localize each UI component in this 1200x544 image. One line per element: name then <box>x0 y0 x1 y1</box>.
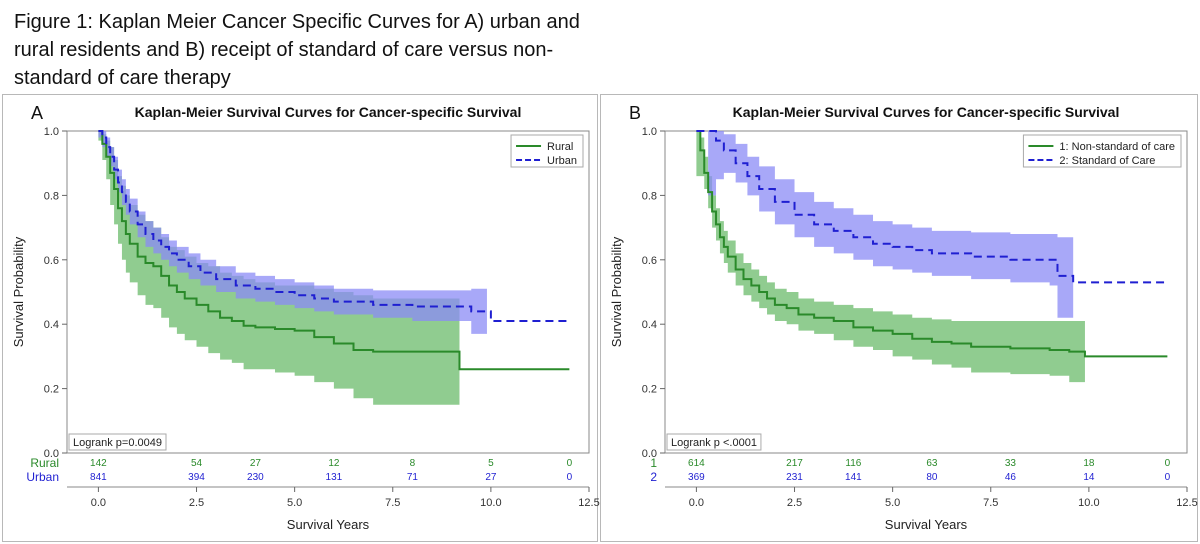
legend-label-2: 2: Standard of Care <box>1059 155 1155 167</box>
x-tick-label: 7.5 <box>983 497 998 509</box>
legend-box <box>510 134 584 168</box>
legend-label-2: Urban <box>547 155 577 167</box>
at-risk-count: 141 <box>845 472 862 483</box>
survival-curve-1 <box>98 130 570 371</box>
y-tick-label: 0.4 <box>642 319 657 331</box>
at-risk-count: 71 <box>407 472 419 483</box>
at-risk-row-label: 2 <box>650 470 657 484</box>
panel-b: B Kaplan-Meier Survival Curves for Cancer… <box>600 94 1198 542</box>
at-risk-count: 116 <box>845 458 861 469</box>
x-tick-label: 7.5 <box>385 497 400 509</box>
logrank-box <box>666 433 762 451</box>
legend-box <box>1022 134 1182 168</box>
x-tick-label: 10.0 <box>480 497 501 509</box>
legend: 1: Non-standard of care 2: Standard of Ca… <box>1022 134 1182 168</box>
km-chart-b: B Kaplan-Meier Survival Curves for Cancer… <box>609 103 1198 532</box>
x-axis-label: Survival Years <box>287 517 370 532</box>
confidence-bands <box>696 131 1085 383</box>
at-risk-count: 0 <box>1165 472 1171 483</box>
y-tick-label: 0.4 <box>44 319 59 331</box>
confidence-band-2 <box>696 131 1074 318</box>
at-risk-count: 27 <box>485 472 497 483</box>
panel-a: A Kaplan-Meier Survival Curves for Cancer… <box>2 94 600 542</box>
at-risk-count: 231 <box>786 472 803 483</box>
at-risk-count: 614 <box>688 458 705 469</box>
at-risk-count: 0 <box>567 472 573 483</box>
at-risk-row-label: 1 <box>650 456 657 470</box>
logrank-text: Logrank p <.0001 <box>671 437 757 449</box>
km-chart-a: A Kaplan-Meier Survival Curves for Cancer… <box>11 103 600 532</box>
confidence-band-1 <box>98 131 460 405</box>
at-risk-count: 131 <box>326 472 343 483</box>
logrank-annotation: Logrank p <.0001 <box>666 433 762 451</box>
at-risk-count: 5 <box>488 458 494 469</box>
y-tick-label: 0.6 <box>44 255 59 267</box>
at-risk-count: 394 <box>188 472 205 483</box>
logrank-text: Logrank p=0.0049 <box>73 437 162 449</box>
at-risk-count: 0 <box>1165 458 1171 469</box>
at-risk-count: 54 <box>191 458 203 469</box>
legend-label-1: Rural <box>547 141 573 153</box>
x-axis-label: Survival Years <box>885 517 968 532</box>
survival-curve-2 <box>98 130 570 322</box>
y-tick-label: 1.0 <box>44 126 59 138</box>
at-risk-count: 18 <box>1083 458 1095 469</box>
at-risk-count: 33 <box>1005 458 1017 469</box>
at-risk-row-label: Urban <box>26 470 59 484</box>
x-tick-label: 10.0 <box>1078 497 1099 509</box>
at-risk-count: 230 <box>247 472 264 483</box>
x-tick-label: 12.5 <box>578 497 599 509</box>
y-axis-label: Survival Probability <box>609 236 624 347</box>
y-tick-label: 0.6 <box>642 255 657 267</box>
at-risk-count: 841 <box>90 472 107 483</box>
at-risk-row-label: Rural <box>30 456 59 470</box>
at-risk-count: 14 <box>1083 472 1095 483</box>
at-risk-count: 12 <box>328 458 340 469</box>
x-tick-label: 2.5 <box>787 497 802 509</box>
at-risk-count: 217 <box>786 458 803 469</box>
x-tick-label: 5.0 <box>885 497 900 509</box>
at-risk-count: 0 <box>567 458 573 469</box>
survival-curve-1 <box>696 130 1168 358</box>
chart-title: Kaplan-Meier Survival Curves for Cancer-… <box>733 104 1120 120</box>
legend: Rural Urban <box>510 134 584 168</box>
panel-letter: B <box>629 103 641 123</box>
at-risk-count: 8 <box>410 458 416 469</box>
logrank-annotation: Logrank p=0.0049 <box>68 433 167 451</box>
confidence-band-1 <box>696 131 1085 383</box>
x-tick-label: 2.5 <box>189 497 204 509</box>
survival-curve-2 <box>696 130 1168 284</box>
y-tick-label: 0.8 <box>44 190 59 202</box>
at-risk-count: 142 <box>90 458 107 469</box>
x-tick-label: 0.0 <box>689 497 704 509</box>
confidence-band-2 <box>98 131 487 334</box>
y-tick-label: 0.8 <box>642 190 657 202</box>
at-risk-count: 80 <box>926 472 938 483</box>
panel-letter: A <box>31 103 43 123</box>
figure-title: Figure 1: Kaplan Meier Cancer Specific C… <box>14 11 580 89</box>
x-tick-label: 0.0 <box>91 497 106 509</box>
at-risk-count: 63 <box>926 458 938 469</box>
y-axis-label: Survival Probability <box>11 236 26 347</box>
legend-label-1: 1: Non-standard of care <box>1059 141 1175 153</box>
y-tick-label: 0.0 <box>44 448 59 460</box>
y-tick-label: 0.2 <box>44 384 59 396</box>
at-risk-count: 369 <box>688 472 705 483</box>
x-tick-label: 5.0 <box>287 497 302 509</box>
y-tick-label: 1.0 <box>642 126 657 138</box>
y-tick-label: 0.2 <box>642 384 657 396</box>
x-tick-label: 12.5 <box>1176 497 1197 509</box>
at-risk-count: 27 <box>250 458 262 469</box>
logrank-box <box>68 433 167 451</box>
chart-title: Kaplan-Meier Survival Curves for Cancer-… <box>135 104 522 120</box>
at-risk-count: 46 <box>1005 472 1017 483</box>
y-tick-label: 0.0 <box>642 448 657 460</box>
confidence-bands <box>98 131 487 405</box>
